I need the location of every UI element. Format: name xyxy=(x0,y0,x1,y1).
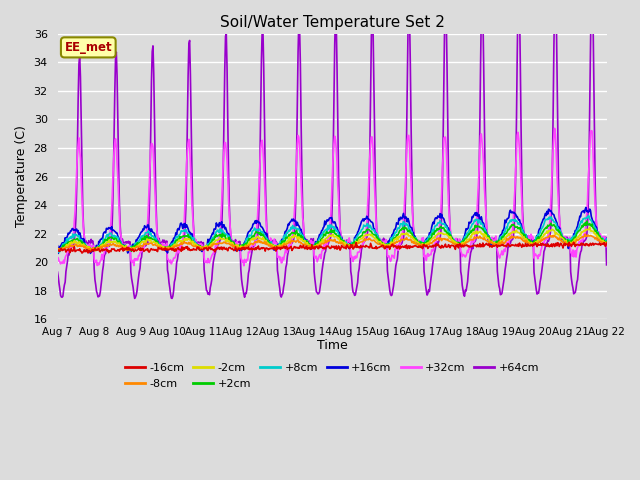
-16cm xyxy=(603,240,611,246)
X-axis label: Time: Time xyxy=(317,339,348,352)
+64cm xyxy=(177,242,184,248)
+2cm xyxy=(583,218,591,224)
-8cm xyxy=(205,244,213,250)
+8cm xyxy=(65,237,72,243)
+8cm xyxy=(415,239,423,244)
+64cm xyxy=(603,262,611,268)
-2cm xyxy=(603,240,611,246)
+16cm xyxy=(121,246,129,252)
+2cm xyxy=(603,239,611,244)
-2cm xyxy=(586,225,594,230)
+16cm xyxy=(415,242,423,248)
Text: EE_met: EE_met xyxy=(65,41,112,54)
-8cm xyxy=(92,248,100,253)
+32cm xyxy=(54,254,61,260)
+64cm xyxy=(205,292,213,298)
+2cm xyxy=(54,247,61,252)
-8cm xyxy=(177,241,184,247)
+8cm xyxy=(603,236,611,242)
+32cm xyxy=(240,263,248,269)
Line: +16cm: +16cm xyxy=(58,207,607,253)
+16cm xyxy=(54,251,62,256)
+16cm xyxy=(399,211,407,216)
Legend: -16cm, -8cm, -2cm, +2cm, +8cm, +16cm, +32cm, +64cm: -16cm, -8cm, -2cm, +2cm, +8cm, +16cm, +3… xyxy=(120,359,544,393)
+8cm xyxy=(177,231,184,237)
+32cm xyxy=(63,248,71,253)
-16cm xyxy=(415,244,423,250)
+32cm xyxy=(399,217,407,223)
-16cm xyxy=(570,240,577,245)
-8cm xyxy=(54,248,61,253)
+8cm xyxy=(121,243,129,249)
-2cm xyxy=(415,242,423,248)
+8cm xyxy=(584,213,592,218)
-16cm xyxy=(78,250,86,256)
+64cm xyxy=(399,237,407,242)
Line: +2cm: +2cm xyxy=(58,221,607,251)
-16cm xyxy=(54,248,61,254)
Y-axis label: Temperature (C): Temperature (C) xyxy=(15,126,28,228)
Line: +64cm: +64cm xyxy=(58,0,607,299)
+8cm xyxy=(205,240,213,246)
+64cm xyxy=(54,269,61,275)
-8cm xyxy=(603,240,611,245)
-2cm xyxy=(121,244,129,250)
+2cm xyxy=(205,242,213,248)
-2cm xyxy=(90,248,98,254)
+16cm xyxy=(65,230,72,236)
-16cm xyxy=(63,247,71,253)
+16cm xyxy=(177,221,184,227)
-2cm xyxy=(399,231,407,237)
+2cm xyxy=(128,248,136,254)
+8cm xyxy=(54,250,62,255)
+16cm xyxy=(205,237,213,242)
-2cm xyxy=(63,242,71,248)
-16cm xyxy=(205,246,213,252)
+16cm xyxy=(603,236,611,241)
-2cm xyxy=(177,238,184,243)
+32cm xyxy=(551,125,559,131)
+2cm xyxy=(120,242,128,248)
Title: Soil/Water Temperature Set 2: Soil/Water Temperature Set 2 xyxy=(220,15,445,30)
+64cm xyxy=(168,296,176,301)
-2cm xyxy=(54,247,61,253)
-8cm xyxy=(399,237,407,242)
-16cm xyxy=(177,246,184,252)
+32cm xyxy=(176,241,184,247)
-16cm xyxy=(399,244,407,250)
Line: +8cm: +8cm xyxy=(58,216,607,252)
+16cm xyxy=(54,243,61,249)
+32cm xyxy=(205,259,212,265)
-16cm xyxy=(121,247,129,253)
Line: +32cm: +32cm xyxy=(58,128,607,266)
+2cm xyxy=(415,240,423,245)
+8cm xyxy=(399,219,407,225)
-8cm xyxy=(121,245,129,251)
+2cm xyxy=(177,235,184,241)
+64cm xyxy=(63,259,71,264)
Line: -2cm: -2cm xyxy=(58,228,607,251)
+32cm xyxy=(603,244,611,250)
+32cm xyxy=(415,241,423,247)
+8cm xyxy=(54,249,61,255)
-8cm xyxy=(415,244,423,250)
+64cm xyxy=(415,240,423,246)
Line: -8cm: -8cm xyxy=(58,234,607,251)
Line: -16cm: -16cm xyxy=(58,242,607,253)
-8cm xyxy=(63,245,71,251)
+2cm xyxy=(399,225,407,230)
-2cm xyxy=(205,243,213,249)
-8cm xyxy=(581,231,589,237)
+2cm xyxy=(63,240,71,246)
+16cm xyxy=(582,204,590,210)
+32cm xyxy=(120,241,128,247)
+64cm xyxy=(120,240,128,246)
